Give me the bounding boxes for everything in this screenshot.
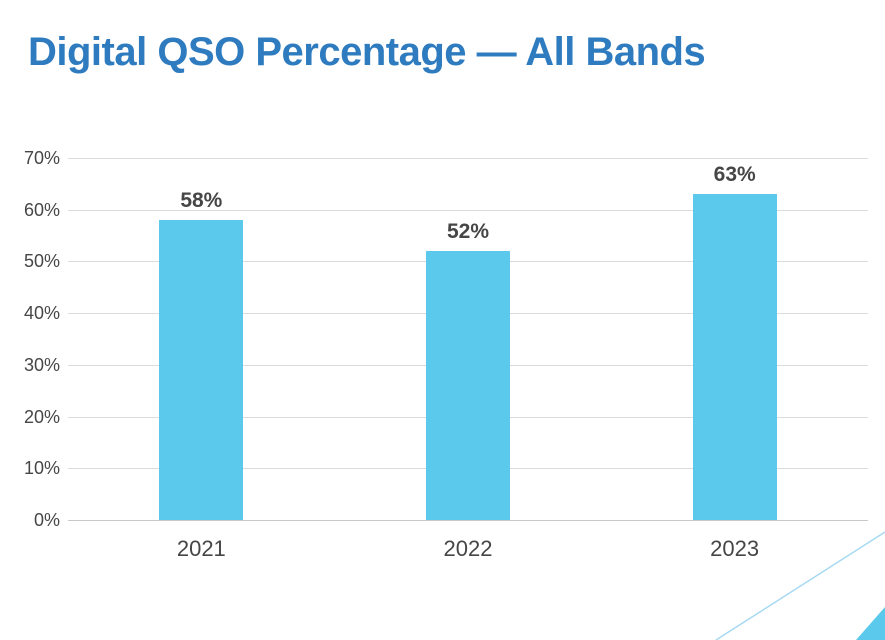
bar-value-label: 63%: [713, 163, 756, 187]
bar-2022: [426, 251, 510, 520]
x-axis-category-label: 2022: [443, 536, 493, 561]
gridline: [68, 158, 868, 159]
y-axis-tick-label: 60%: [23, 199, 60, 220]
y-axis-tick-label: 0%: [33, 510, 60, 530]
bar-2021: [159, 220, 244, 520]
bar-value-label: 58%: [180, 189, 223, 213]
y-axis-tick-label: 40%: [23, 303, 60, 324]
bar-2023: [692, 194, 777, 520]
x-axis-category-label: 2021: [176, 536, 226, 561]
y-axis-tick-label: 70%: [23, 148, 60, 168]
x-axis-category-label: 2023: [710, 536, 760, 561]
page-title: Digital QSO Percentage — All Bands: [28, 30, 706, 74]
gridline: [68, 209, 868, 211]
y-axis-tick-label: 10%: [23, 458, 60, 479]
y-axis-tick-label: 30%: [23, 354, 60, 375]
y-axis-tick-label: 50%: [23, 251, 60, 272]
gridline: [68, 520, 868, 521]
bar-value-label: 52%: [446, 220, 490, 244]
y-axis-tick-label: 20%: [23, 406, 60, 427]
